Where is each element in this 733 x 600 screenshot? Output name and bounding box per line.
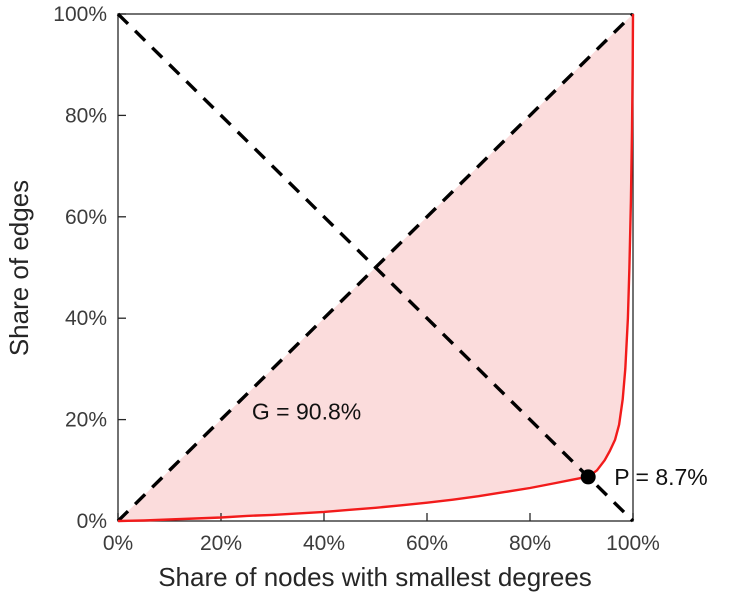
y-tick-label: 80% <box>65 104 107 127</box>
y-tick-label: 0% <box>77 510 107 533</box>
x-tick-label: 20% <box>200 532 242 555</box>
x-tick-label: 80% <box>509 532 551 555</box>
x-tick-label: 60% <box>406 532 448 555</box>
y-tick-label: 20% <box>65 409 107 432</box>
plot-frame <box>117 13 634 522</box>
chart-root: 0% 20% 40% 60% 80% 100% 0% 20% 40% 60% 80% 100% G = … <box>53 3 707 555</box>
p-label: P = 8.7% <box>614 464 708 490</box>
y-tick-label: 40% <box>65 307 107 330</box>
lorenz-line <box>117 13 635 523</box>
intersection-point <box>580 469 596 485</box>
y-tick-label: 60% <box>65 206 107 229</box>
y-tick-label: 100% <box>53 3 107 26</box>
antidiagonal-line <box>116 12 635 523</box>
x-tick-label: 100% <box>606 532 660 555</box>
x-tick-label: 0% <box>103 532 133 555</box>
x-axis-label: Share of nodes with smallest degrees <box>158 562 592 592</box>
x-tick-label: 40% <box>303 532 345 555</box>
gini-label: G = 90.8% <box>252 399 361 425</box>
y-axis-label: Share of edges <box>4 180 34 356</box>
